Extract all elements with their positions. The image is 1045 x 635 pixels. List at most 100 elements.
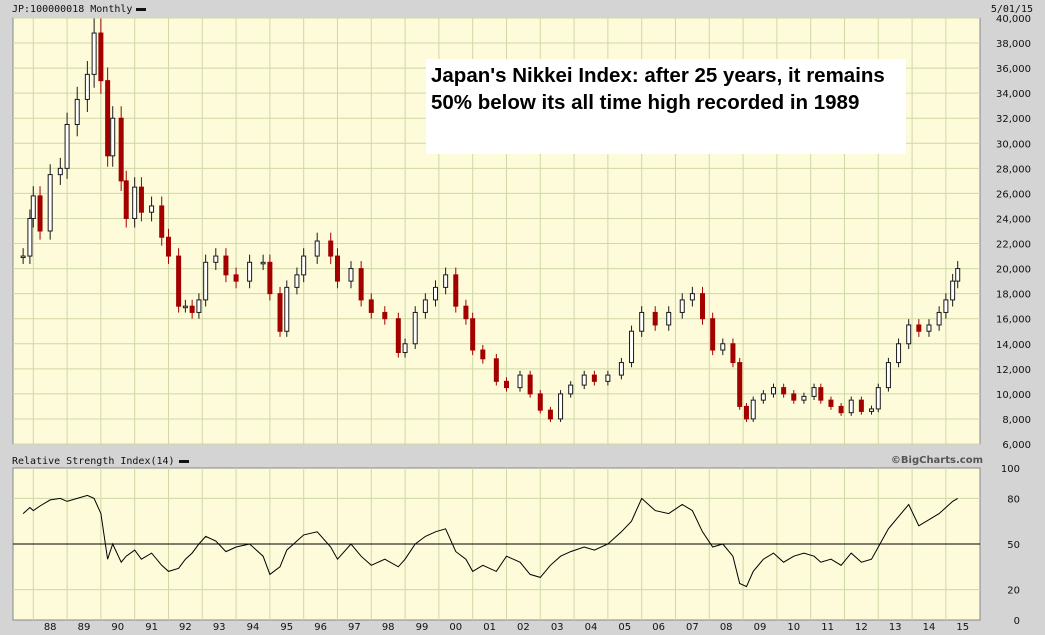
y-tick-label: 14,000 <box>996 340 1031 351</box>
price-candle <box>828 399 834 407</box>
y-tick-label: 26,000 <box>996 189 1031 200</box>
price-candle <box>493 358 499 382</box>
y-tick-label: 16,000 <box>996 315 1031 326</box>
price-candle <box>110 117 116 157</box>
y-tick-label: 20,000 <box>996 265 1031 276</box>
x-tick-label: 02 <box>517 622 530 633</box>
chart-symbol-label: JP:100000018 Monthly <box>12 2 147 17</box>
y-tick-label: 40,000 <box>996 14 1031 25</box>
price-candle <box>936 311 942 326</box>
price-candle <box>91 32 97 75</box>
price-candle <box>517 374 523 389</box>
price-candle <box>737 362 743 407</box>
price-candle <box>334 255 340 282</box>
price-candle <box>123 180 129 219</box>
price-candle <box>358 268 364 301</box>
price-candle <box>689 293 695 301</box>
x-tick-label: 98 <box>382 622 395 633</box>
x-tick-label: 12 <box>855 622 868 633</box>
price-candle <box>64 124 70 169</box>
price-candle <box>791 393 797 401</box>
price-candle <box>639 311 645 332</box>
x-tick-label: 89 <box>78 622 91 633</box>
x-tick-label: 90 <box>111 622 124 633</box>
x-tick-label: 00 <box>449 622 462 633</box>
price-candle <box>294 274 300 288</box>
price-candle <box>875 387 881 410</box>
price-candle <box>213 255 219 263</box>
price-candle <box>277 293 283 332</box>
x-tick-label: 09 <box>754 622 767 633</box>
price-candle <box>422 299 428 313</box>
y-tick-label: 34,000 <box>996 89 1031 100</box>
x-tick-label: 04 <box>585 622 598 633</box>
price-candle <box>470 318 476 351</box>
price-candle <box>781 387 787 395</box>
x-tick-label: 08 <box>720 622 733 633</box>
x-tick-label: 91 <box>145 622 158 633</box>
x-tick-label: 88 <box>44 622 57 633</box>
price-candle <box>679 299 685 313</box>
price-candle <box>811 387 817 397</box>
price-candle <box>480 349 486 360</box>
price-candle <box>906 324 912 345</box>
price-candle <box>568 384 574 395</box>
price-candle <box>149 205 155 213</box>
rsi-text: Relative Strength Index(14) <box>12 456 175 467</box>
price-candle <box>284 286 290 332</box>
price-candle <box>260 261 266 265</box>
x-tick-label: 14 <box>923 622 936 633</box>
price-candle <box>382 311 388 320</box>
price-candle <box>165 236 171 257</box>
price-candle <box>547 409 553 420</box>
x-tick-label: 99 <box>416 622 429 633</box>
price-candle <box>591 374 597 382</box>
price-candle <box>581 374 587 386</box>
dash-icon <box>136 7 147 11</box>
price-candle <box>858 399 864 412</box>
price-candle <box>223 255 229 276</box>
x-tick-label: 92 <box>179 622 192 633</box>
price-candle <box>955 268 961 282</box>
price-candle <box>138 186 144 213</box>
price-candle <box>176 255 182 307</box>
price-candle <box>848 399 854 414</box>
rsi-tick-label: 0 <box>1014 616 1020 627</box>
price-candle <box>20 255 26 259</box>
price-candle <box>159 205 165 238</box>
price-candle <box>818 387 824 401</box>
price-candle <box>314 240 320 257</box>
price-candle <box>368 299 374 313</box>
y-tick-label: 18,000 <box>996 290 1031 301</box>
price-candle <box>27 217 33 257</box>
rsi-line <box>22 494 958 588</box>
x-tick-label: 05 <box>618 622 631 633</box>
price-candle <box>605 374 611 382</box>
price-candle <box>74 98 80 125</box>
price-candle <box>771 387 776 395</box>
price-candle <box>896 343 902 364</box>
price-candle <box>750 399 756 420</box>
price-candle <box>328 240 334 257</box>
x-tick-label: 93 <box>213 622 226 633</box>
y-tick-label: 36,000 <box>996 64 1031 75</box>
chart-date-label: 5/01/15 <box>990 4 1033 15</box>
price-candle <box>760 393 766 401</box>
price-candle <box>950 280 956 301</box>
price-candle <box>247 261 253 282</box>
y-tick-label: 24,000 <box>996 214 1031 225</box>
chart-annotation: Japan's Nikkei Index: after 25 years, it… <box>426 59 906 154</box>
copyright-label: ©BigCharts.com <box>890 455 983 466</box>
x-tick-label: 15 <box>956 622 969 633</box>
price-candle <box>537 393 543 411</box>
price-candle <box>700 293 706 320</box>
price-candle <box>443 274 449 288</box>
rsi-tick-label: 50 <box>1007 540 1020 551</box>
x-tick-label: 06 <box>652 622 665 633</box>
price-candle <box>182 305 188 309</box>
y-tick-label: 12,000 <box>996 365 1031 376</box>
price-candle <box>57 167 63 176</box>
x-tick-label: 95 <box>280 622 293 633</box>
y-tick-label: 6,000 <box>1002 440 1031 451</box>
y-tick-label: 8,000 <box>1002 415 1031 426</box>
